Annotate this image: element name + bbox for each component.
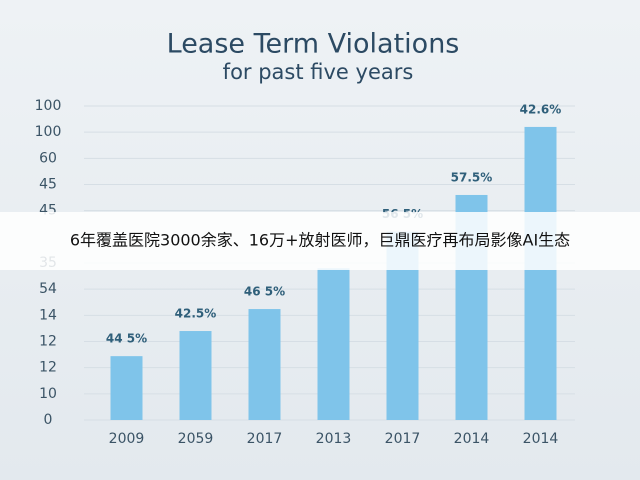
chart-title: Lease Term Violations xyxy=(167,29,460,60)
x-tick-label: 2017 xyxy=(385,431,421,447)
chart-subtitle: for past five years xyxy=(223,60,414,84)
value-label: 46 5% xyxy=(244,285,285,299)
y-tick-label: 60 xyxy=(39,150,57,166)
banner-text: 6年覆盖医院3000余家、16万+放射医师，巨鼎医疗再布局影像AI生态 xyxy=(70,231,570,250)
y-tick-label: 45 xyxy=(39,177,57,193)
y-tick-label: 54 xyxy=(39,281,57,297)
y-tick-label: 14 xyxy=(39,307,57,323)
value-label: 44 5% xyxy=(106,332,147,346)
x-tick-label: 2014 xyxy=(454,431,490,447)
x-tick-label: 2059 xyxy=(178,431,214,447)
banner xyxy=(0,212,640,270)
x-tick-label: 2009 xyxy=(109,431,145,447)
value-label: 57.5% xyxy=(451,170,493,184)
y-tick-label: 12 xyxy=(39,334,57,350)
y-tick-label: 100 xyxy=(35,98,62,114)
value-label: 42.5% xyxy=(175,307,217,321)
y-tick-label: 0 xyxy=(44,412,53,428)
value-label: 42.6% xyxy=(520,102,562,116)
x-tick-label: 2014 xyxy=(523,431,559,447)
x-tick-label: 2017 xyxy=(247,431,283,447)
bar xyxy=(248,309,281,420)
bar xyxy=(110,356,143,420)
y-tick-label: 10 xyxy=(39,386,57,402)
y-tick-label: 12 xyxy=(39,360,57,376)
bar xyxy=(317,268,350,420)
y-tick-label: 100 xyxy=(35,124,62,140)
bar xyxy=(179,331,212,420)
bar xyxy=(524,126,557,420)
x-tick-label: 2013 xyxy=(316,431,352,447)
